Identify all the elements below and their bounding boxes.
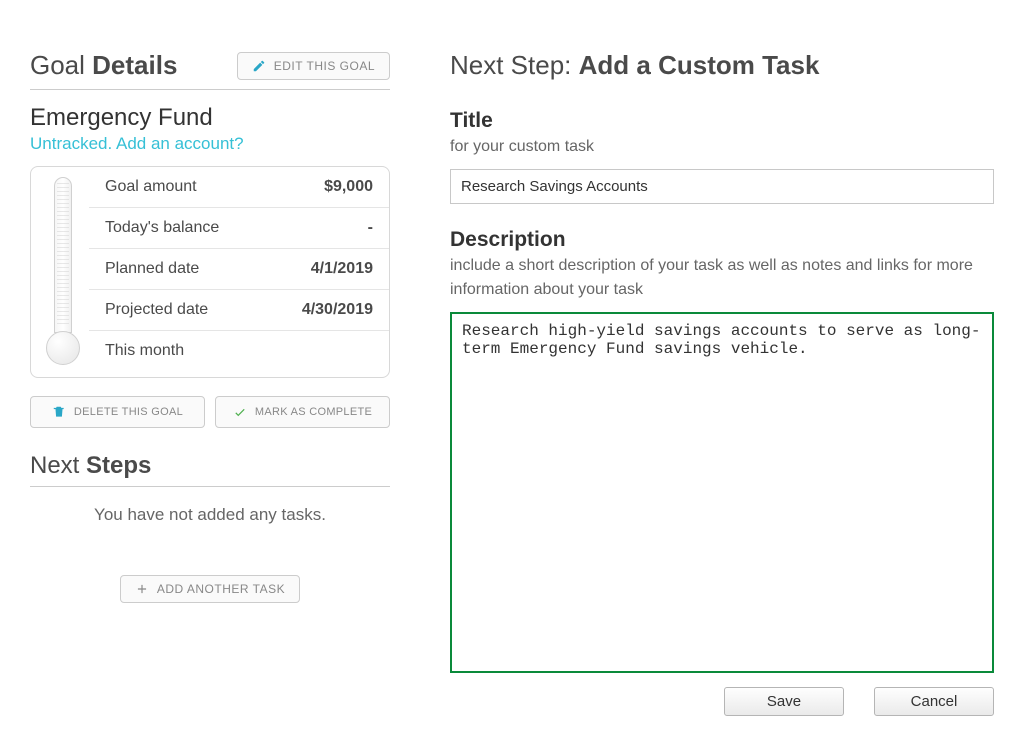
stat-row: This month xyxy=(89,331,389,371)
next-steps-light: Next xyxy=(30,452,86,479)
main-container: Goal Details EDIT THIS GOAL Emergency Fu… xyxy=(30,50,994,716)
right-title-light: Next Step: xyxy=(450,50,579,80)
stat-value: 4/1/2019 xyxy=(311,260,373,278)
thermometer-column xyxy=(31,167,89,377)
delete-goal-button[interactable]: DELETE THIS GOAL xyxy=(30,396,205,428)
stat-label: Today's balance xyxy=(105,219,219,237)
form-actions: Save Cancel xyxy=(450,687,994,716)
goal-details-title: Goal Details xyxy=(30,50,177,81)
stat-value: 4/30/2019 xyxy=(302,301,373,319)
title-field-hint: for your custom task xyxy=(450,135,994,159)
stat-row: Goal amount $9,000 xyxy=(89,167,389,208)
custom-task-header: Next Step: Add a Custom Task xyxy=(450,50,994,81)
add-task-button[interactable]: ADD ANOTHER TASK xyxy=(120,575,300,603)
stat-label: This month xyxy=(105,342,184,360)
save-button[interactable]: Save xyxy=(724,687,844,716)
next-steps-bold: Steps xyxy=(86,452,151,479)
plus-icon xyxy=(135,582,149,596)
stat-label: Planned date xyxy=(105,260,199,278)
stat-value: - xyxy=(368,219,373,237)
empty-tasks-message: You have not added any tasks. xyxy=(30,505,390,525)
right-title-bold: Add a Custom Task xyxy=(579,50,820,80)
title-light: Goal xyxy=(30,50,92,80)
add-task-label: ADD ANOTHER TASK xyxy=(157,582,285,596)
right-column: Next Step: Add a Custom Task Title for y… xyxy=(450,50,994,716)
title-field-label: Title xyxy=(450,109,994,133)
stat-row: Today's balance - xyxy=(89,208,389,249)
edit-goal-label: EDIT THIS GOAL xyxy=(274,59,375,73)
untracked-link[interactable]: Untracked. Add an account? xyxy=(30,134,244,154)
next-steps-header: Next Steps xyxy=(30,452,390,487)
stat-row: Projected date 4/30/2019 xyxy=(89,290,389,331)
description-textarea-wrap xyxy=(450,312,994,673)
description-field-label: Description xyxy=(450,228,994,252)
goal-actions-row: DELETE THIS GOAL MARK AS COMPLETE xyxy=(30,396,390,428)
stat-label: Projected date xyxy=(105,301,208,319)
goal-stats-box: Goal amount $9,000 Today's balance - Pla… xyxy=(30,166,390,378)
description-field-hint: include a short description of your task… xyxy=(450,254,994,302)
edit-goal-button[interactable]: EDIT THIS GOAL xyxy=(237,52,390,80)
task-description-textarea[interactable] xyxy=(452,314,992,666)
stat-row: Planned date 4/1/2019 xyxy=(89,249,389,290)
task-title-input[interactable] xyxy=(450,169,994,204)
title-bold: Details xyxy=(92,50,177,80)
stats-rows: Goal amount $9,000 Today's balance - Pla… xyxy=(89,167,389,377)
cancel-button[interactable]: Cancel xyxy=(874,687,994,716)
add-task-wrap: ADD ANOTHER TASK xyxy=(30,575,390,603)
pencil-icon xyxy=(252,59,266,73)
trash-icon xyxy=(52,405,66,419)
mark-complete-label: MARK AS COMPLETE xyxy=(255,406,372,418)
delete-goal-label: DELETE THIS GOAL xyxy=(74,406,183,418)
check-icon xyxy=(233,405,247,419)
left-column: Goal Details EDIT THIS GOAL Emergency Fu… xyxy=(30,50,390,716)
goal-details-header: Goal Details EDIT THIS GOAL xyxy=(30,50,390,90)
goal-name: Emergency Fund xyxy=(30,104,390,132)
stat-value: $9,000 xyxy=(324,178,373,196)
stat-label: Goal amount xyxy=(105,178,197,196)
mark-complete-button[interactable]: MARK AS COMPLETE xyxy=(215,396,390,428)
thermometer-icon xyxy=(45,173,81,369)
